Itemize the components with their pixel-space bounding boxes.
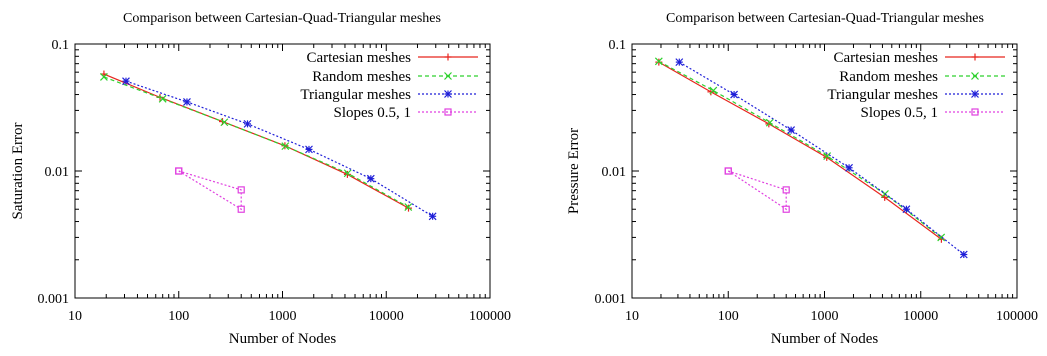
legend-label: Slopes 0.5, 1 — [333, 105, 411, 121]
y-tick-label: 0.1 — [52, 38, 70, 53]
x-tick-label: 100 — [718, 309, 739, 324]
legend-marker — [971, 53, 979, 61]
legend-marker — [444, 108, 452, 116]
plot-frame — [631, 43, 1018, 299]
data-point — [158, 94, 167, 103]
data-point — [709, 86, 718, 95]
data-point — [765, 118, 774, 127]
x-tick-label: 100000 — [469, 309, 511, 324]
data-point — [343, 169, 352, 178]
data-point — [122, 77, 130, 86]
y-tick-label: 0.1 — [609, 38, 627, 53]
legend-label: Random meshes — [839, 69, 938, 85]
series-line — [125, 80, 433, 217]
data-point — [787, 126, 796, 135]
legend-entry: Random meshes — [312, 69, 478, 85]
data-point — [782, 186, 790, 194]
data-point — [823, 152, 832, 161]
legend-marker — [971, 108, 979, 116]
series-line — [103, 73, 409, 209]
y-axis-label: Saturation Error — [10, 122, 26, 219]
chart-panel-2: Comparison between Cartesian-Quad-Triang… — [566, 11, 1038, 347]
x-tick-label: 10000 — [903, 309, 938, 324]
legend-entry: Cartesian meshes — [306, 50, 478, 66]
series-random-meshes — [99, 73, 413, 211]
series-line — [658, 61, 942, 240]
plot-frame — [74, 43, 491, 299]
data-point — [175, 167, 183, 175]
legend-marker — [444, 53, 452, 61]
x-tick-label: 10 — [68, 309, 82, 324]
legend-entry: Slopes 0.5, 1 — [860, 105, 1005, 121]
legend-marker — [971, 90, 979, 98]
data-point — [99, 73, 108, 81]
legend-entry: Slopes 0.5, 1 — [333, 105, 478, 121]
y-tick-label: 0.01 — [45, 165, 70, 180]
legend-label: Triangular meshes — [300, 87, 411, 103]
legend-label: Triangular meshes — [827, 87, 938, 103]
legend-label: Random meshes — [312, 69, 411, 85]
series-slopes-0-5-1 — [724, 167, 790, 213]
y-axis-label: Pressure Error — [566, 128, 582, 214]
chart-panel-1: Comparison between Cartesian-Quad-Triang… — [10, 11, 511, 347]
y-tick-label: 0.01 — [602, 165, 627, 180]
legend-marker — [444, 72, 452, 80]
data-point — [730, 90, 739, 99]
data-point — [243, 119, 252, 128]
x-tick-label: 10000 — [369, 309, 404, 324]
data-point — [654, 57, 663, 66]
series-line — [678, 61, 965, 255]
x-tick-label: 1000 — [811, 309, 839, 324]
legend-label: Slopes 0.5, 1 — [860, 105, 938, 121]
data-point — [343, 170, 351, 178]
chart-title: Comparison between Cartesian-Quad-Triang… — [666, 11, 984, 26]
x-axis-label: Number of Nodes — [771, 331, 879, 347]
series-line — [178, 170, 242, 211]
data-point — [902, 205, 911, 214]
data-point — [220, 118, 229, 127]
x-tick-label: 100 — [168, 309, 189, 324]
data-point — [366, 174, 375, 183]
x-axis-label: Number of Nodes — [229, 331, 337, 347]
x-tick-label: 10 — [625, 309, 639, 324]
series-slopes-0-5-1 — [175, 167, 245, 213]
data-point — [782, 205, 790, 213]
series-line — [103, 76, 409, 208]
data-point — [675, 58, 684, 67]
x-tick-label: 100000 — [996, 309, 1038, 324]
legend-label: Cartesian meshes — [306, 50, 411, 66]
series-line — [727, 170, 787, 211]
x-tick-label: 1000 — [269, 309, 297, 324]
y-tick-label: 0.001 — [38, 292, 70, 307]
series-triangular-meshes — [675, 58, 968, 259]
data-point — [959, 250, 968, 259]
y-tick-label: 0.001 — [595, 292, 627, 307]
legend-entry: Triangular meshes — [300, 87, 478, 103]
data-point — [724, 167, 732, 175]
legend-entry: Random meshes — [839, 69, 1005, 85]
legend-marker — [444, 90, 452, 98]
legend-label: Cartesian meshes — [833, 50, 938, 66]
data-point — [237, 186, 245, 194]
data-point — [281, 142, 290, 151]
chart-title: Comparison between Cartesian-Quad-Triang… — [123, 11, 441, 26]
data-point — [845, 163, 853, 172]
legend-marker — [971, 72, 979, 80]
data-point — [237, 205, 245, 213]
legend-entry: Cartesian meshes — [833, 50, 1005, 66]
data-point — [305, 145, 313, 154]
data-point — [183, 97, 191, 106]
legend-entry: Triangular meshes — [827, 87, 1005, 103]
series-triangular-meshes — [122, 77, 437, 221]
data-point — [428, 212, 437, 221]
data-point — [404, 203, 413, 211]
